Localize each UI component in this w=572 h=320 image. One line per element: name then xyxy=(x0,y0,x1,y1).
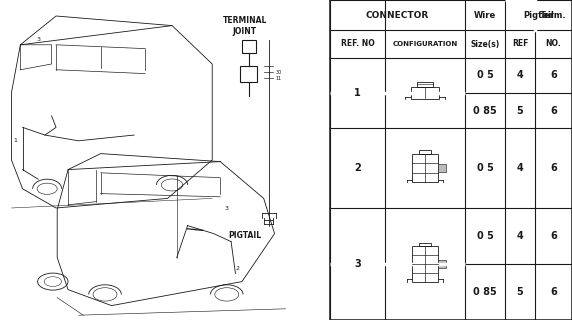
Text: REF: REF xyxy=(512,39,528,49)
Text: TERMINAL: TERMINAL xyxy=(223,16,267,25)
Text: Wire: Wire xyxy=(474,11,496,20)
Text: PIGTAIL: PIGTAIL xyxy=(228,231,261,240)
Text: JOINT: JOINT xyxy=(233,28,257,36)
Bar xyxy=(438,260,446,268)
Text: 0 5: 0 5 xyxy=(476,70,494,81)
Text: 0 5: 0 5 xyxy=(476,163,494,173)
Text: NO.: NO. xyxy=(546,39,561,49)
Text: 2: 2 xyxy=(354,163,361,173)
Text: 0 85: 0 85 xyxy=(473,287,497,297)
Text: 30: 30 xyxy=(276,69,282,75)
Bar xyxy=(330,0,572,320)
Text: 11: 11 xyxy=(276,76,282,81)
Text: Pigtail: Pigtail xyxy=(523,11,554,20)
Bar xyxy=(412,154,438,182)
Bar xyxy=(411,87,439,99)
Text: 6: 6 xyxy=(550,106,557,116)
Text: 3: 3 xyxy=(36,36,40,42)
Text: 1: 1 xyxy=(354,88,361,98)
Bar xyxy=(417,82,433,87)
Text: CONFIGURATION: CONFIGURATION xyxy=(392,41,458,47)
Text: 0 5: 0 5 xyxy=(476,231,494,241)
Text: 6: 6 xyxy=(550,163,557,173)
Text: 6: 6 xyxy=(550,287,557,297)
Text: 6: 6 xyxy=(550,231,557,241)
Bar xyxy=(412,246,438,282)
Text: 4: 4 xyxy=(517,70,523,81)
Text: Term.: Term. xyxy=(540,11,567,20)
Text: 4: 4 xyxy=(517,163,523,173)
Text: 4: 4 xyxy=(517,231,523,241)
Text: 5: 5 xyxy=(517,106,523,116)
Text: Size(s): Size(s) xyxy=(470,39,499,49)
Text: 1: 1 xyxy=(14,138,18,143)
Text: 3: 3 xyxy=(354,259,361,269)
Text: 6: 6 xyxy=(550,70,557,81)
Text: REF. NO: REF. NO xyxy=(340,39,375,49)
Bar xyxy=(419,243,431,246)
Text: 2: 2 xyxy=(236,266,240,271)
Bar xyxy=(419,150,431,154)
Bar xyxy=(240,66,257,82)
Bar xyxy=(242,40,256,53)
Text: 0 85: 0 85 xyxy=(473,106,497,116)
Text: 5: 5 xyxy=(517,287,523,297)
Text: CONNECTOR: CONNECTOR xyxy=(366,11,429,20)
Text: 3: 3 xyxy=(225,205,229,211)
Bar xyxy=(438,164,446,172)
